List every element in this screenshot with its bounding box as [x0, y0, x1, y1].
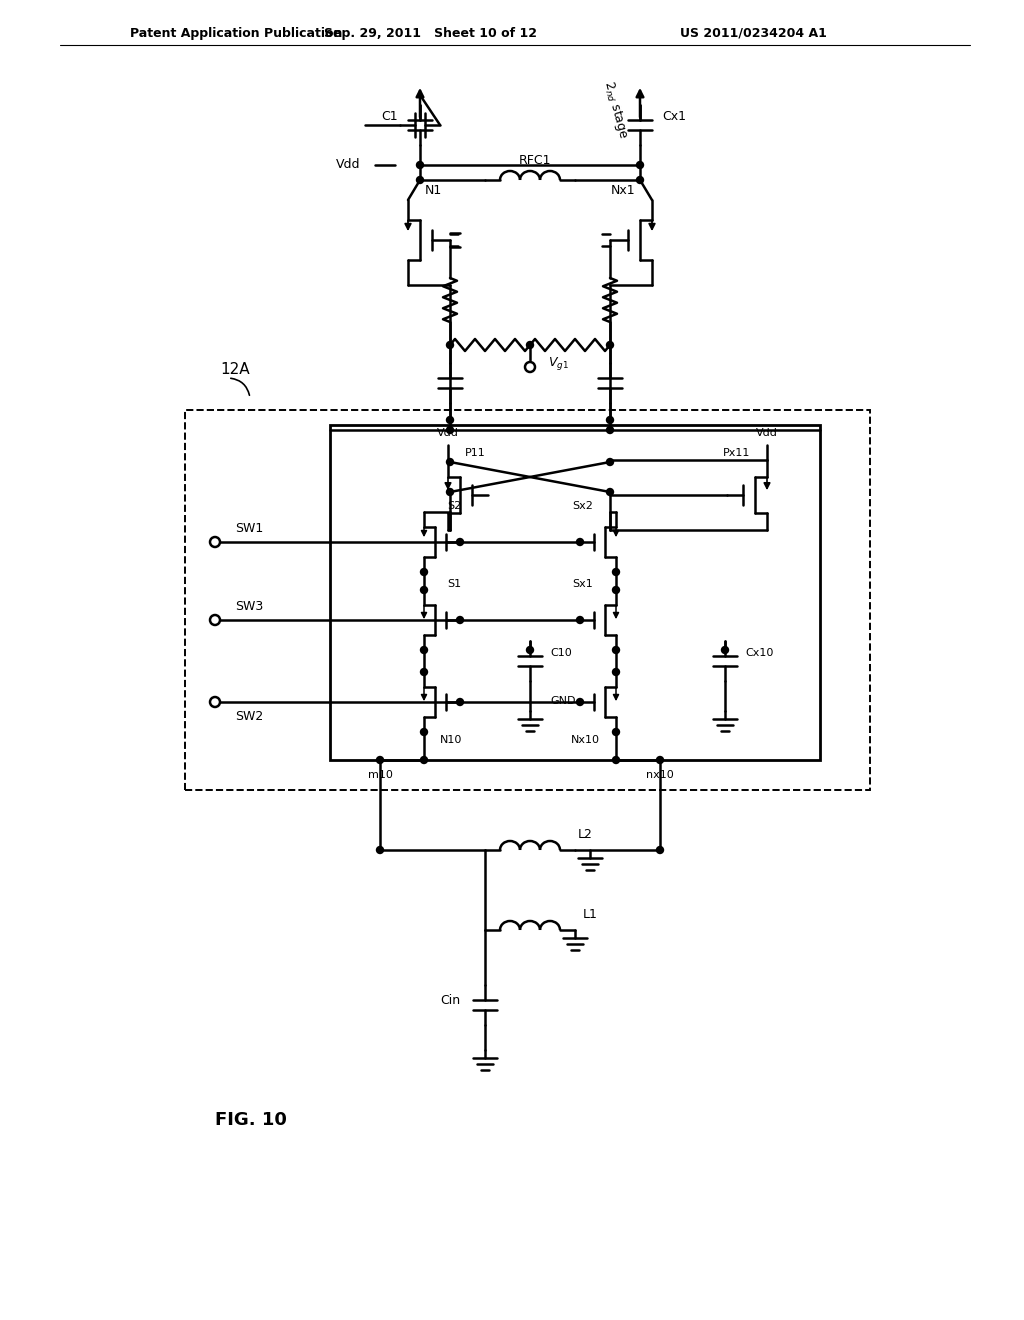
Text: Sx1: Sx1: [572, 579, 593, 589]
Text: Cx10: Cx10: [745, 648, 773, 657]
Text: Nx1: Nx1: [610, 183, 635, 197]
Text: C1: C1: [381, 111, 398, 124]
Circle shape: [446, 488, 454, 495]
Circle shape: [606, 488, 613, 495]
Text: N1: N1: [425, 183, 442, 197]
Text: $V_{g1}$: $V_{g1}$: [548, 355, 569, 371]
Text: US 2011/0234204 A1: US 2011/0234204 A1: [680, 26, 826, 40]
Text: Vdd: Vdd: [437, 428, 459, 438]
Circle shape: [637, 177, 643, 183]
Bar: [185, 411, 870, 789]
Circle shape: [421, 586, 427, 594]
Text: L1: L1: [583, 908, 597, 921]
Text: Nx10: Nx10: [571, 735, 600, 744]
Circle shape: [377, 756, 384, 763]
Circle shape: [612, 668, 620, 676]
Text: RFC1: RFC1: [519, 153, 551, 166]
Text: $2_{nd}$ stage: $2_{nd}$ stage: [600, 79, 631, 141]
Text: 12A: 12A: [220, 363, 250, 378]
Text: Sx2: Sx2: [572, 502, 593, 511]
Circle shape: [446, 426, 454, 433]
Circle shape: [656, 846, 664, 854]
Circle shape: [722, 647, 728, 653]
Circle shape: [606, 417, 613, 424]
Circle shape: [446, 417, 454, 424]
Circle shape: [606, 342, 613, 348]
Circle shape: [577, 616, 584, 623]
Text: N10: N10: [440, 735, 463, 744]
Circle shape: [526, 342, 534, 348]
Text: P11: P11: [465, 447, 485, 458]
Text: m10: m10: [368, 770, 392, 780]
Circle shape: [457, 698, 464, 705]
Text: S1: S1: [447, 579, 461, 589]
Circle shape: [612, 756, 620, 763]
Circle shape: [457, 539, 464, 545]
Circle shape: [421, 756, 427, 763]
Circle shape: [526, 647, 534, 653]
Text: Cx1: Cx1: [662, 111, 686, 124]
Text: Sep. 29, 2011   Sheet 10 of 12: Sep. 29, 2011 Sheet 10 of 12: [324, 26, 537, 40]
Circle shape: [417, 177, 424, 183]
Text: Vdd: Vdd: [336, 158, 360, 172]
Circle shape: [577, 539, 584, 545]
Circle shape: [577, 698, 584, 705]
Circle shape: [417, 161, 424, 169]
Circle shape: [421, 569, 427, 576]
Circle shape: [656, 756, 664, 763]
Circle shape: [637, 161, 643, 169]
Text: Patent Application Publication: Patent Application Publication: [130, 26, 342, 40]
Text: Px11: Px11: [723, 447, 750, 458]
Text: S2: S2: [447, 502, 461, 511]
Text: SW2: SW2: [234, 710, 263, 723]
Text: Vdd: Vdd: [756, 428, 778, 438]
Circle shape: [612, 569, 620, 576]
Circle shape: [612, 586, 620, 594]
Text: nx10: nx10: [646, 770, 674, 780]
Text: Cin: Cin: [440, 994, 460, 1006]
Circle shape: [457, 616, 464, 623]
Circle shape: [421, 729, 427, 735]
Circle shape: [446, 458, 454, 466]
Circle shape: [606, 458, 613, 466]
Text: SW3: SW3: [234, 599, 263, 612]
Circle shape: [421, 647, 427, 653]
Circle shape: [421, 668, 427, 676]
Text: FIG. 10: FIG. 10: [215, 1111, 287, 1129]
Text: GND: GND: [550, 696, 575, 706]
Text: C10: C10: [550, 648, 571, 657]
Circle shape: [612, 729, 620, 735]
Text: L2: L2: [578, 829, 593, 842]
Circle shape: [377, 846, 384, 854]
Circle shape: [612, 647, 620, 653]
Circle shape: [446, 342, 454, 348]
Bar: [330, 425, 820, 760]
Circle shape: [606, 426, 613, 433]
Text: SW1: SW1: [234, 521, 263, 535]
